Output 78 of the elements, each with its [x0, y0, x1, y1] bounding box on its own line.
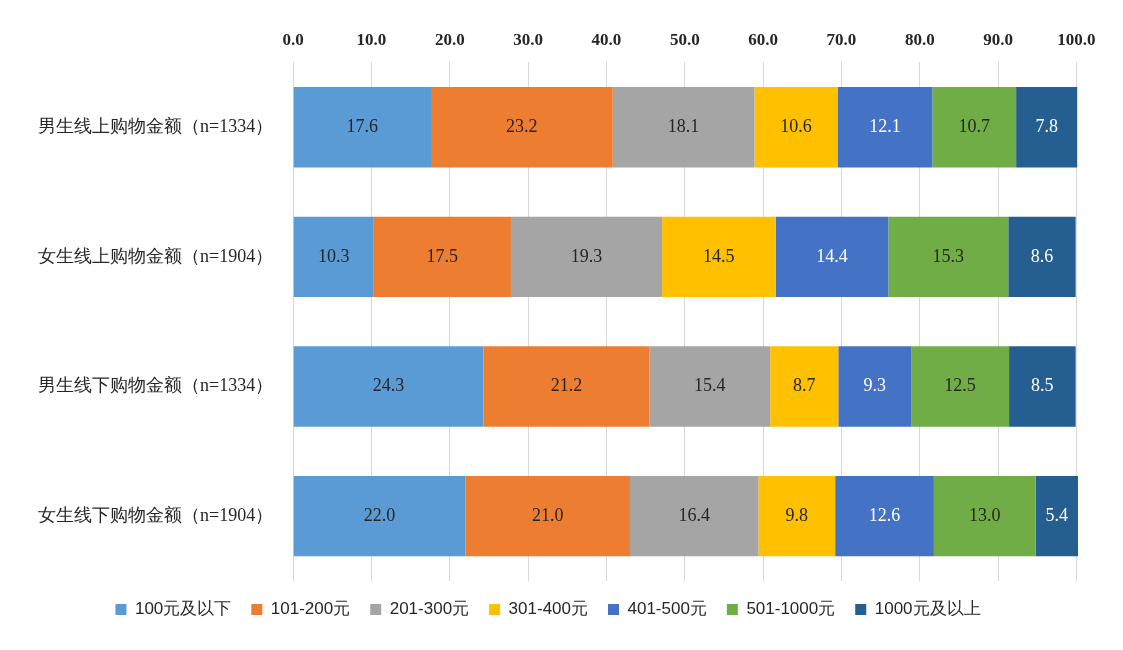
- legend-label: 401-500元: [627, 599, 707, 619]
- bar: [465, 475, 630, 557]
- bar: [1035, 475, 1078, 557]
- legend-label: 201-300元: [389, 599, 470, 619]
- x-tick-label: 80.0: [904, 29, 935, 49]
- bar: [662, 216, 776, 298]
- data-label: 15.3: [932, 245, 965, 266]
- bar: [754, 87, 838, 168]
- bar: [1016, 87, 1078, 168]
- y-tick-label: 男生线下购物金额（n=1334）: [38, 375, 274, 396]
- data-label: 14.5: [703, 245, 735, 266]
- bar: [775, 216, 889, 298]
- y-tick-label: 女生线下购物金额（n=1904）: [38, 504, 274, 525]
- x-tick-label: 60.0: [748, 29, 778, 49]
- x-tick-label: 30.0: [513, 29, 544, 49]
- legend-label: 100元及以下: [134, 599, 232, 619]
- bar: [837, 87, 933, 168]
- x-tick-label: 70.0: [826, 29, 857, 49]
- x-tick-label: 50.0: [669, 29, 700, 49]
- bar: [293, 87, 432, 168]
- y-tick-label: 女生线上购物金额（n=1904）: [38, 245, 274, 266]
- bar: [649, 346, 771, 427]
- bar: [758, 475, 836, 557]
- data-label: 22.0: [363, 504, 396, 525]
- data-label: 23.2: [506, 115, 538, 136]
- bar: [629, 475, 759, 557]
- x-tick-label: 20.0: [434, 29, 465, 49]
- y-tick-label: 男生线上购物金额（n=1334）: [38, 115, 274, 136]
- data-label: 9.8: [785, 504, 809, 525]
- x-tick-label: 100.0: [1057, 29, 1096, 49]
- data-label: 5.4: [1045, 504, 1069, 525]
- bar: [770, 346, 839, 427]
- data-label: 12.6: [868, 504, 901, 525]
- bar: [510, 216, 663, 298]
- data-label: 12.5: [944, 375, 976, 396]
- bar: [933, 475, 1036, 557]
- data-label: 14.4: [816, 245, 848, 266]
- legend-label: 301-400元: [508, 599, 588, 619]
- bar: [838, 346, 912, 427]
- data-label: 8.7: [792, 375, 816, 396]
- data-label: 7.8: [1035, 115, 1058, 136]
- data-label: 19.3: [570, 245, 603, 266]
- legend-label: 1000元及以上: [874, 599, 981, 619]
- data-label: 17.5: [426, 245, 459, 266]
- bar: [431, 87, 613, 168]
- bar: [293, 216, 374, 298]
- data-label: 24.3: [372, 375, 405, 396]
- bar: [483, 346, 650, 427]
- bar: [888, 216, 1009, 298]
- data-label: 16.4: [678, 504, 710, 525]
- data-label: 8.5: [1031, 375, 1054, 396]
- data-label: 13.0: [969, 504, 1001, 525]
- x-tick-label: 0.0: [282, 29, 304, 49]
- bar: [1008, 216, 1076, 298]
- bar: [612, 87, 755, 168]
- data-label: 9.3: [863, 375, 886, 396]
- data-label: 15.4: [694, 375, 726, 396]
- legend-label: 101-200元: [270, 599, 351, 619]
- data-label: 8.6: [1030, 245, 1054, 266]
- data-label: 18.1: [667, 115, 700, 136]
- bar: [293, 346, 484, 427]
- x-tick-label: 90.0: [983, 29, 1013, 49]
- data-label: 21.2: [550, 375, 583, 396]
- data-label: 17.6: [346, 115, 379, 136]
- legend-label: 501-1000元: [746, 599, 836, 619]
- bar: [293, 475, 466, 557]
- bar: [1009, 346, 1076, 427]
- data-label: 10.3: [317, 245, 350, 266]
- bar: [373, 216, 511, 298]
- bar: [932, 87, 1017, 168]
- data-label: 10.7: [958, 115, 990, 136]
- x-tick-label: 40.0: [591, 29, 622, 49]
- bar: [835, 475, 934, 557]
- data-label: 12.1: [869, 115, 901, 136]
- bar: [911, 346, 1010, 427]
- data-label: 10.6: [780, 115, 812, 136]
- data-label: 21.0: [531, 504, 564, 525]
- x-tick-label: 10.0: [356, 29, 387, 49]
